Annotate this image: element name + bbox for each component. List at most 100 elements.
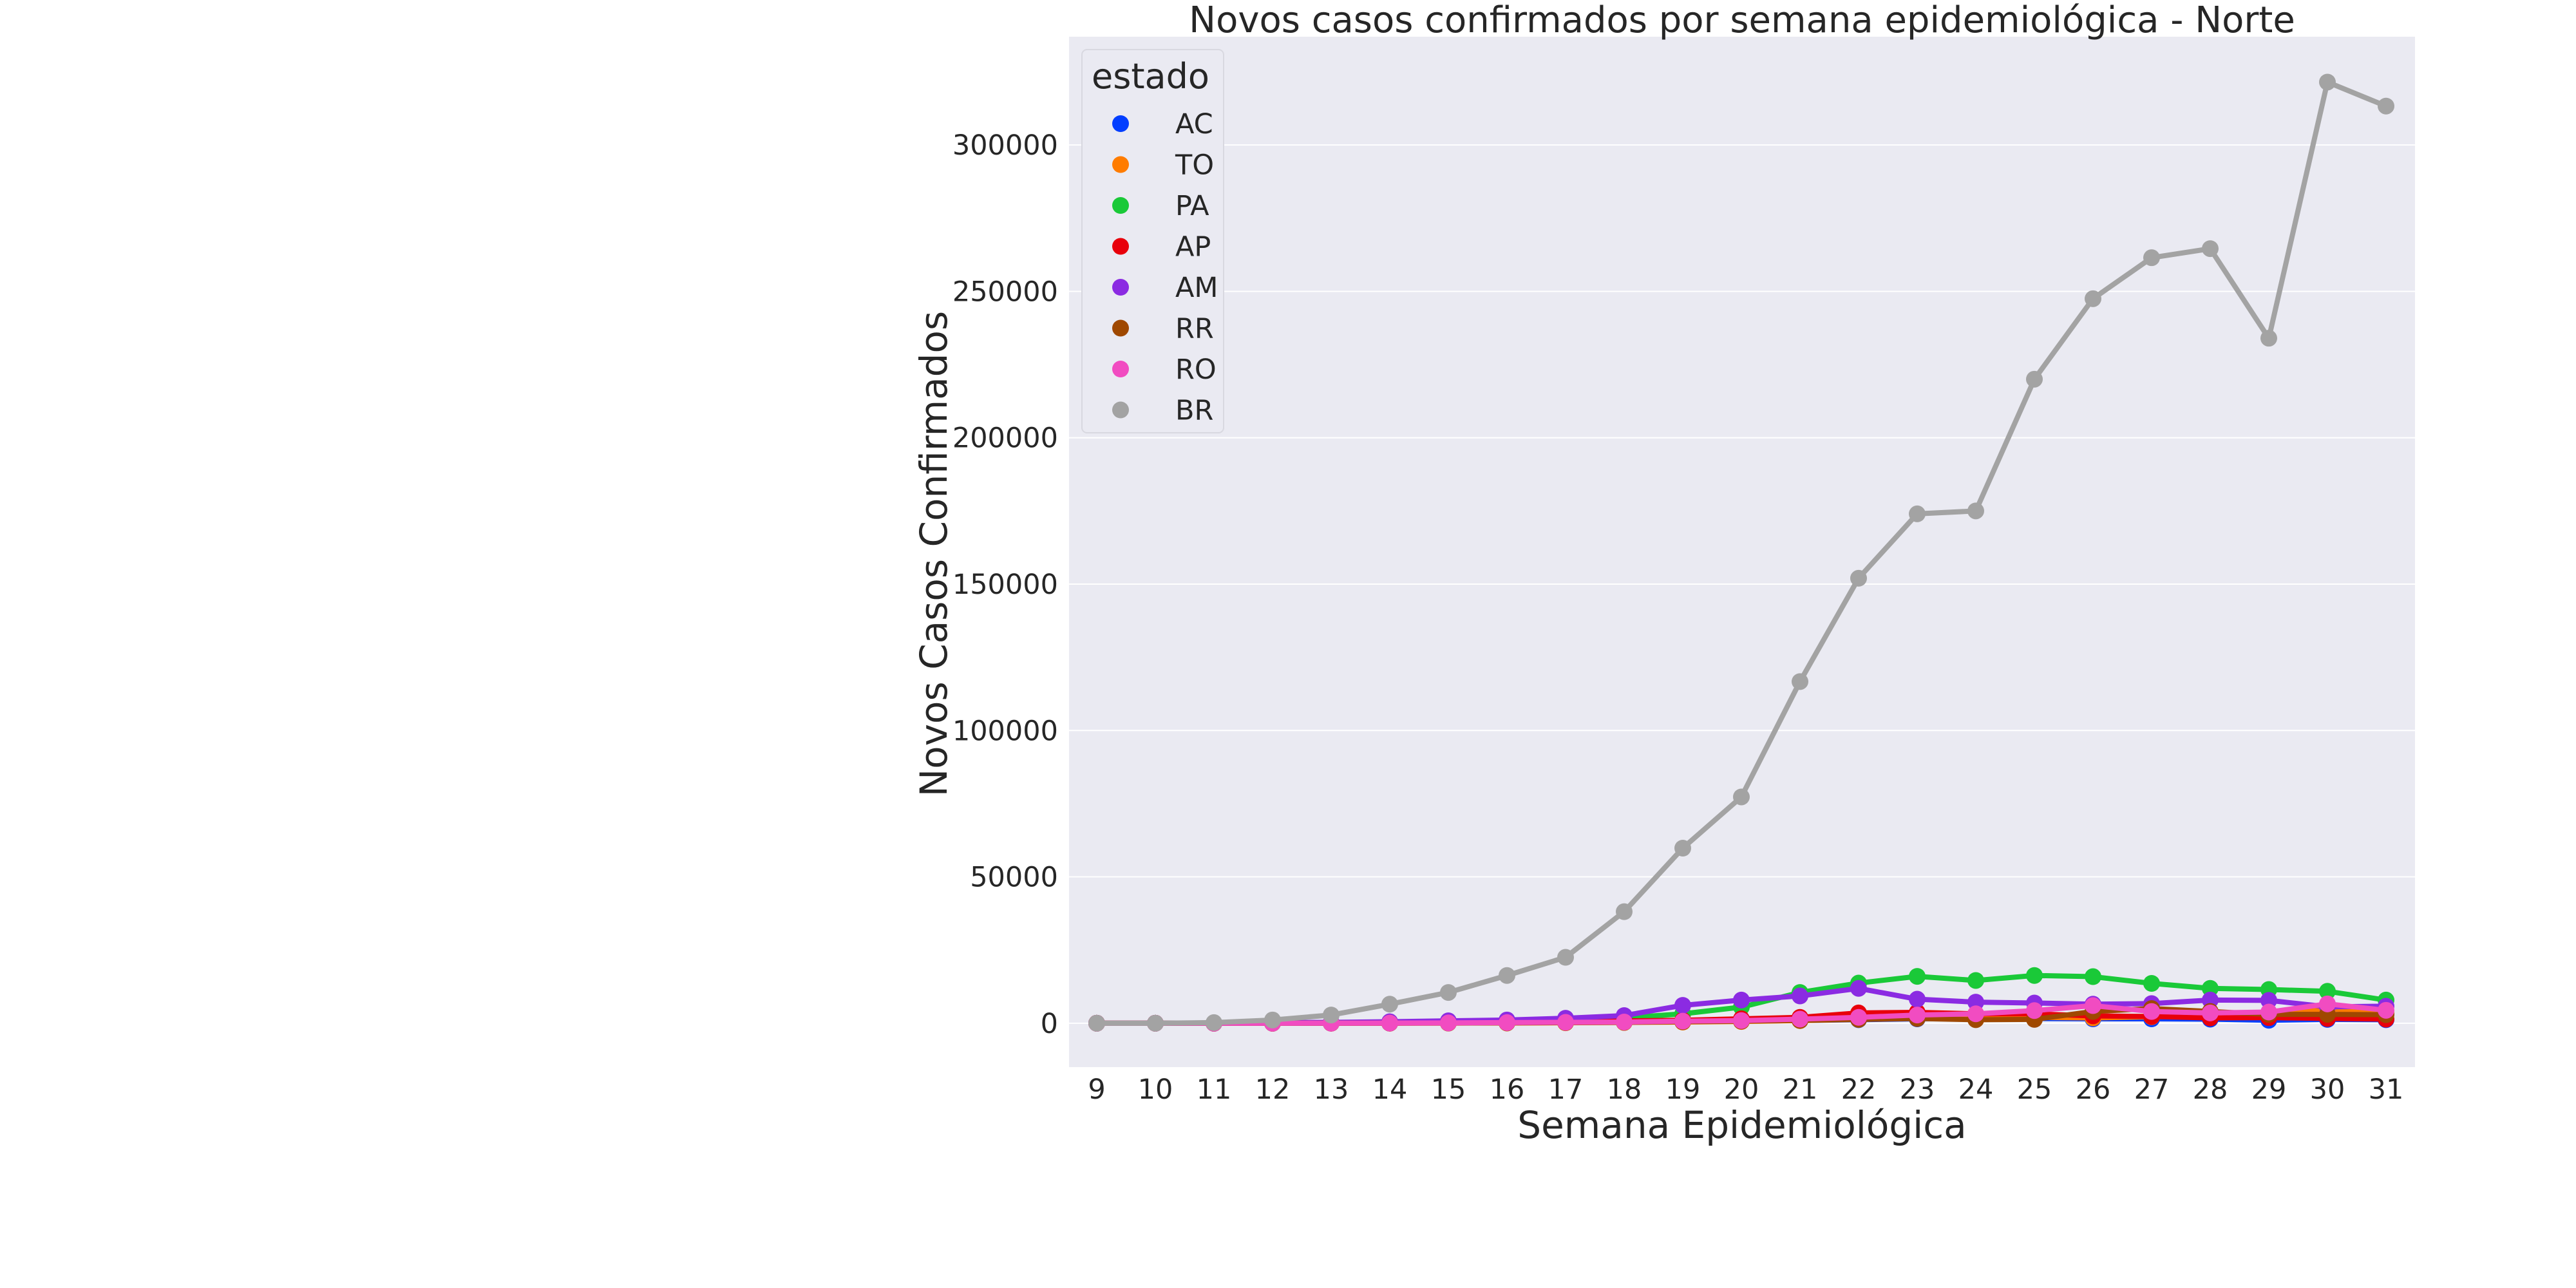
y-tick-label: 100000 [952, 715, 1058, 747]
y-tick-label: 200000 [952, 422, 1058, 455]
data-point [2143, 249, 2160, 267]
data-point [1967, 1005, 1984, 1023]
legend-marker [1112, 401, 1129, 419]
data-point [1909, 968, 1926, 985]
data-point [2143, 975, 2160, 992]
legend-item-label: AM [1175, 272, 1218, 304]
series-layer [1088, 73, 2394, 1032]
data-point [1499, 967, 1515, 984]
data-point [2319, 73, 2336, 91]
data-point [1440, 1014, 1457, 1032]
data-point [2260, 992, 2277, 1009]
x-tick-label: 14 [1372, 1074, 1408, 1106]
data-point [1616, 1014, 1633, 1030]
legend-item-label: AP [1175, 231, 1211, 263]
data-point [1733, 788, 1750, 806]
legend: estado AC TO PA AP AM RR RO BR [1081, 49, 1224, 433]
data-point [1850, 569, 1867, 587]
data-point [2202, 240, 2219, 258]
y-axis-ticks: 0 50000 100000 150000 200000 250000 300000 [952, 129, 1058, 1040]
y-tick-label: 150000 [952, 569, 1058, 601]
data-point [1323, 1007, 1340, 1024]
legend-item-label: BR [1175, 395, 1213, 427]
x-tick-label: 20 [1724, 1074, 1759, 1106]
data-point [1850, 980, 1867, 997]
x-tick-label: 17 [1548, 1074, 1584, 1106]
data-point [1674, 997, 1691, 1014]
data-point [1088, 1014, 1105, 1032]
data-point [1733, 1012, 1750, 1029]
chart-title: Novos casos confirmados por semana epide… [1189, 0, 2295, 41]
y-tick-label: 250000 [952, 276, 1058, 308]
legend-item-label: RR [1175, 313, 1214, 345]
legend-title: estado [1092, 56, 1209, 97]
data-point [1909, 505, 1926, 522]
data-point [1674, 840, 1691, 857]
x-tick-label: 23 [1900, 1074, 1935, 1106]
data-point [2319, 983, 2336, 1000]
legend-box [1081, 49, 1224, 433]
data-point [2260, 330, 2277, 347]
data-point [1557, 949, 1574, 966]
x-tick-label: 13 [1314, 1074, 1349, 1106]
data-point [1264, 1011, 1281, 1028]
x-tick-label: 28 [2193, 1074, 2228, 1106]
legend-item-label: PA [1175, 190, 1209, 222]
legend-marker [1112, 197, 1129, 214]
data-point [2378, 1001, 2394, 1019]
x-tick-label: 12 [1255, 1074, 1291, 1106]
data-point [2026, 967, 2043, 984]
data-point [2085, 290, 2101, 307]
y-tick-label: 300000 [952, 129, 1058, 162]
x-tick-label: 16 [1490, 1074, 1525, 1106]
data-point [1616, 903, 1633, 920]
data-point [1967, 972, 1984, 989]
y-tick-label: 50000 [970, 862, 1058, 894]
plot-area [1069, 37, 2415, 1067]
grid [1069, 144, 2415, 1024]
data-point [2085, 997, 2101, 1014]
data-point [1206, 1014, 1222, 1031]
legend-marker [1112, 156, 1129, 173]
data-point [2026, 370, 2043, 388]
x-tick-label: 29 [2251, 1074, 2287, 1106]
y-axis-label: Novos Casos Confirmados [912, 311, 956, 797]
x-tick-label: 26 [2076, 1074, 2111, 1106]
data-point [1733, 991, 1750, 1009]
x-tick-label: 9 [1088, 1074, 1105, 1106]
data-point [1792, 987, 1808, 1005]
series-br [1088, 73, 2394, 1032]
legend-marker [1112, 279, 1129, 296]
x-tick-label: 24 [1958, 1074, 1994, 1106]
data-point [2260, 1003, 2277, 1021]
x-tick-label: 18 [1607, 1074, 1642, 1106]
data-point [2319, 995, 2336, 1012]
data-point [1967, 994, 1984, 1011]
legend-marker [1112, 361, 1129, 377]
x-tick-label: 30 [2310, 1074, 2345, 1106]
y-tick-label: 0 [1041, 1008, 1058, 1040]
data-point [1440, 984, 1457, 1001]
legend-marker [1112, 238, 1129, 255]
data-point [1381, 1014, 1398, 1032]
data-point [2202, 1004, 2219, 1021]
legend-item-label: TO [1175, 149, 1214, 182]
legend-marker [1112, 115, 1129, 132]
data-point [1792, 1010, 1808, 1028]
data-point [1967, 502, 1984, 520]
x-tick-label: 25 [2017, 1074, 2052, 1106]
legend-marker [1112, 319, 1129, 337]
data-point [1850, 1009, 1867, 1026]
legend-items: AC TO PA AP AM RR RO BR [1112, 108, 1218, 427]
data-point [1792, 673, 1808, 690]
x-tick-label: 31 [2369, 1074, 2404, 1106]
data-point [2202, 980, 2219, 997]
data-point [1147, 1014, 1164, 1032]
x-tick-label: 27 [2134, 1074, 2170, 1106]
data-point [2143, 1003, 2160, 1020]
data-point [1909, 1007, 1926, 1024]
legend-item-label: RO [1175, 354, 1217, 386]
legend-item-label: AC [1175, 108, 1213, 140]
x-axis-ticks: 9 10 11 12 13 14 15 16 17 18 19 20 21 22 23 24 25 26 27 28 2… [1088, 1074, 2403, 1106]
